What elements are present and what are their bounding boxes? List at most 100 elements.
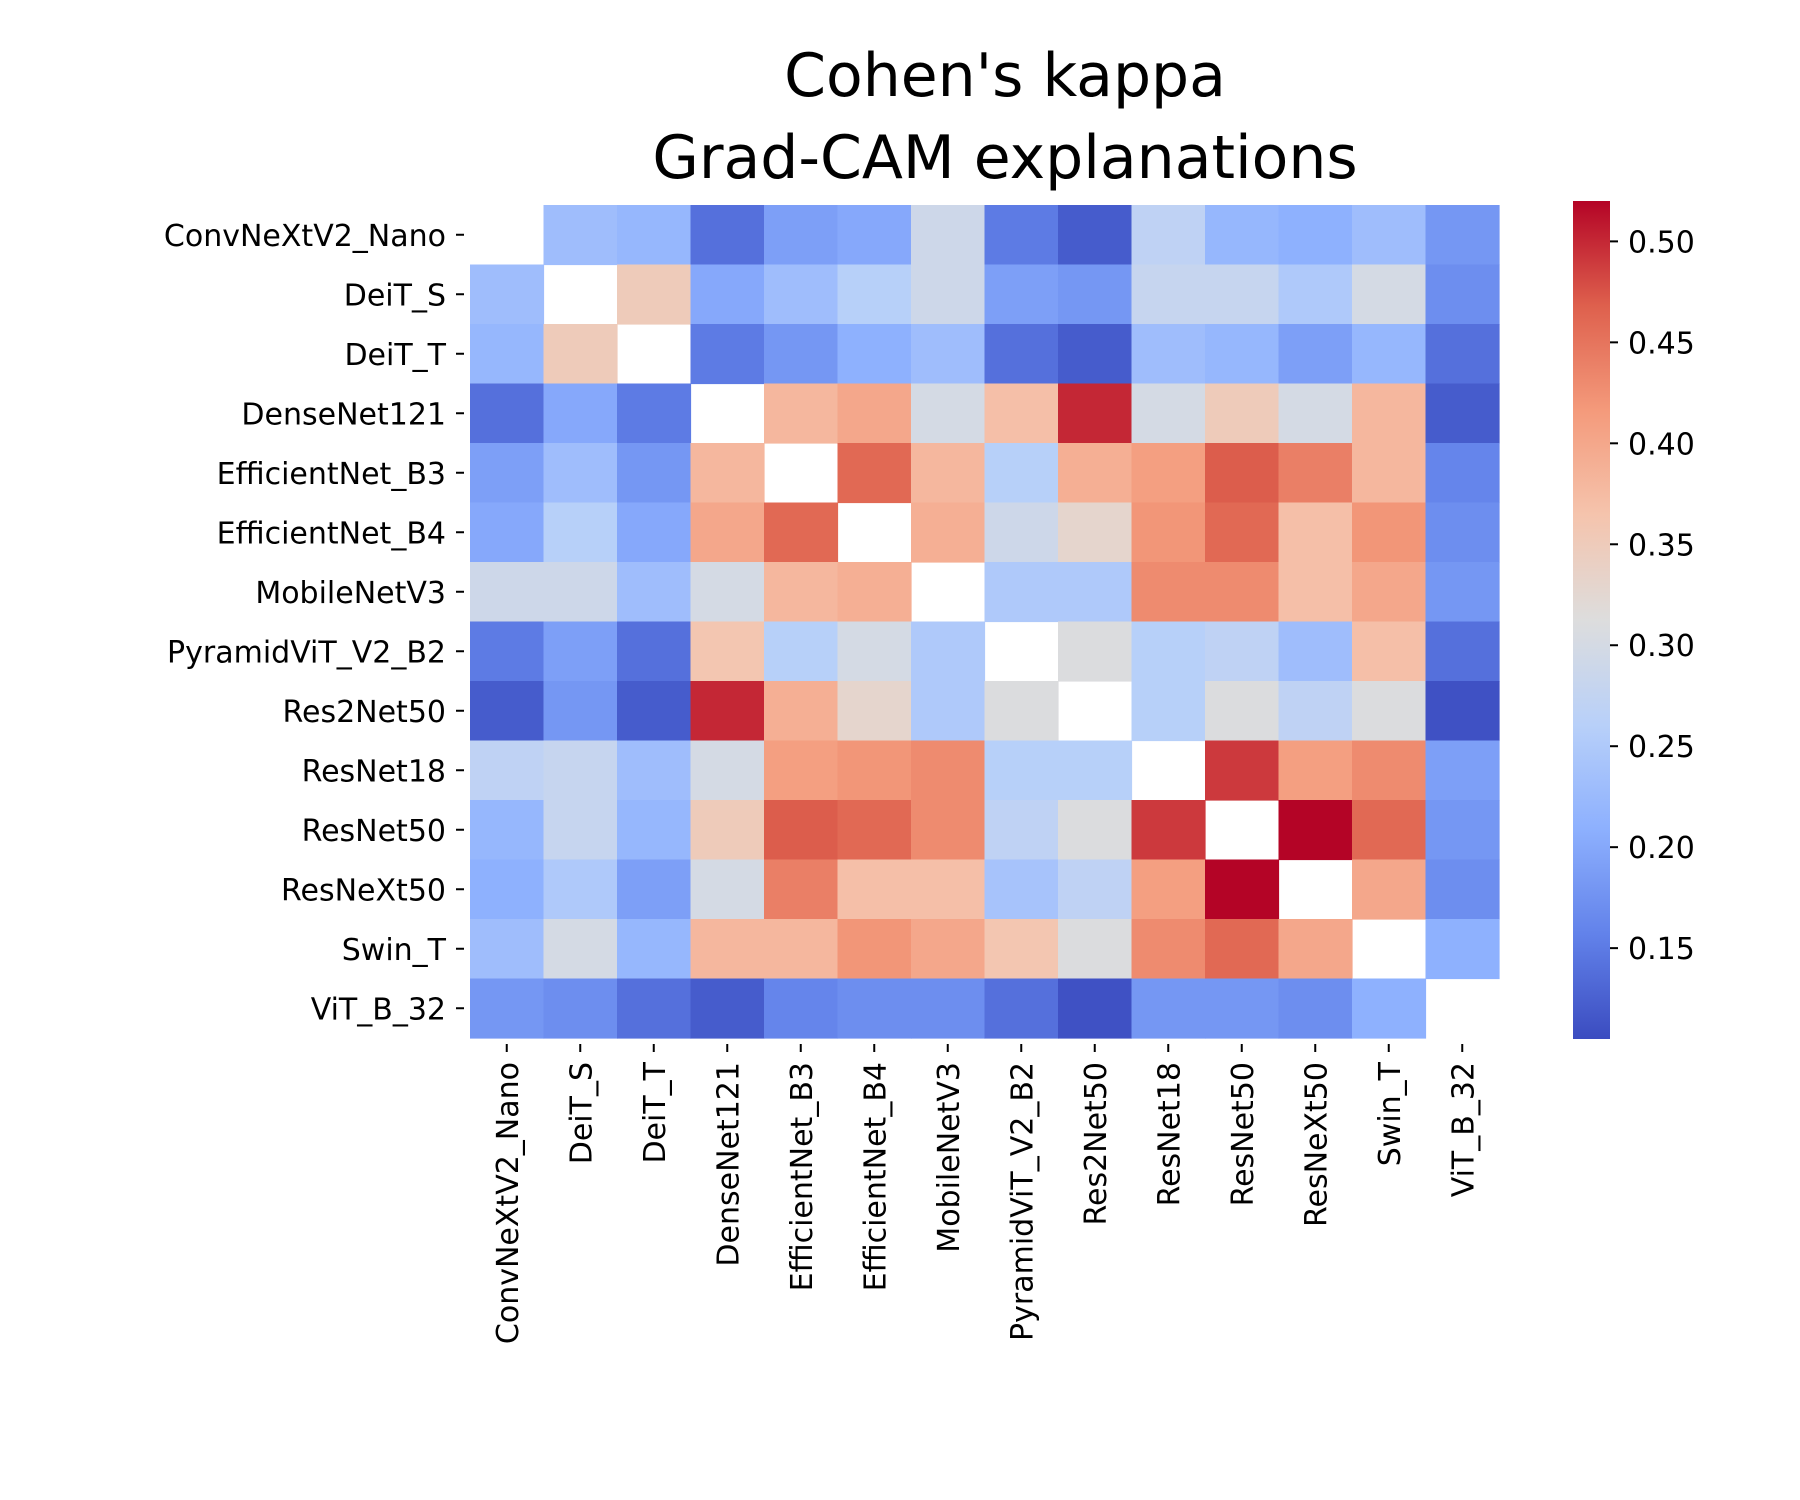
heatmap-cell — [690, 502, 765, 563]
heatmap-cell — [1425, 919, 1500, 980]
y-tick-label: ConvNeXtV2_Nano — [164, 219, 446, 254]
heatmap-cell — [764, 621, 839, 682]
heatmap-cell — [764, 681, 839, 742]
heatmap-cell — [1205, 859, 1280, 920]
heatmap-cell — [1058, 443, 1133, 504]
heatmap-cell — [1425, 383, 1500, 444]
heatmap-cell — [1278, 502, 1353, 563]
heatmap-cell — [690, 919, 765, 980]
y-tick-label: MobileNetV3 — [255, 576, 446, 611]
heatmap-cell — [837, 681, 912, 742]
heatmap-cell — [1352, 383, 1427, 444]
heatmap-cell — [1131, 800, 1206, 861]
heatmap-cell — [764, 740, 839, 801]
heatmap-cell — [543, 978, 618, 1039]
heatmap-cell — [764, 859, 839, 920]
heatmap-cell — [1278, 562, 1353, 623]
heatmap-cell — [837, 919, 912, 980]
heatmap-cell — [543, 681, 618, 742]
heatmap-cell — [617, 502, 692, 563]
y-tick-label: EfficientNet_B4 — [217, 516, 446, 551]
heatmap-cell — [764, 502, 839, 563]
heatmap-cell — [1058, 978, 1133, 1039]
heatmap-cell — [1352, 978, 1427, 1039]
heatmap-cell — [1352, 621, 1427, 682]
heatmap-cell — [837, 562, 912, 623]
heatmap-cell — [1131, 562, 1206, 623]
heatmap-cell — [1425, 502, 1500, 563]
heatmap-cell — [690, 264, 765, 325]
y-tick-label: ResNet18 — [302, 754, 446, 789]
heatmap-cell — [1205, 324, 1280, 385]
heatmap-cell — [690, 324, 765, 385]
heatmap-cell — [1131, 919, 1206, 980]
heatmap-cell — [617, 205, 692, 266]
heatmap-cell — [1278, 324, 1353, 385]
heatmap-cell — [764, 919, 839, 980]
heatmap-cell — [1058, 324, 1133, 385]
heatmap-cell — [1352, 502, 1427, 563]
heatmap-cell — [1278, 621, 1353, 682]
chart-subtitle: Grad-CAM explanations — [652, 123, 1357, 193]
heatmap-cell — [911, 919, 986, 980]
heatmap-cell — [1278, 800, 1353, 861]
heatmap-cell — [764, 562, 839, 623]
heatmap-cell — [470, 383, 545, 444]
x-tick-label: PyramidViT_V2_B2 — [1005, 1062, 1040, 1341]
heatmap-cell — [617, 562, 692, 623]
heatmap-cell — [617, 978, 692, 1039]
heatmap-cell — [984, 562, 1059, 623]
heatmap-cell — [1352, 800, 1427, 861]
heatmap-cell — [1205, 621, 1280, 682]
heatmap-cell — [837, 621, 912, 682]
heatmap-cell — [984, 919, 1059, 980]
heatmap-cell — [1352, 443, 1427, 504]
heatmap-cell — [911, 621, 986, 682]
colorbar-tick-label: 0.20 — [1628, 831, 1695, 866]
heatmap-cell — [1352, 324, 1427, 385]
heatmap-cell — [911, 443, 986, 504]
heatmap-cell — [1205, 205, 1280, 266]
heatmap-cell — [1205, 383, 1280, 444]
y-tick-label: DeiT_T — [344, 338, 446, 373]
heatmap-cell — [690, 978, 765, 1039]
heatmap-cell — [1425, 681, 1500, 742]
heatmap-cell — [984, 800, 1059, 861]
x-tick-label: DeiT_S — [564, 1062, 599, 1164]
heatmap-cell — [617, 383, 692, 444]
heatmap-cell — [837, 324, 912, 385]
heatmap-cell — [1278, 264, 1353, 325]
colorbar-gradient — [1573, 201, 1610, 1039]
heatmap-cell — [1425, 443, 1500, 504]
heatmap-cell — [470, 621, 545, 682]
heatmap-cell — [470, 859, 545, 920]
heatmap-cell — [617, 919, 692, 980]
heatmap-cell — [617, 740, 692, 801]
heatmap-cell — [1058, 383, 1133, 444]
heatmap-cell — [1425, 800, 1500, 861]
heatmap-cell — [690, 562, 765, 623]
heatmap-cell — [690, 800, 765, 861]
heatmap-cell — [764, 383, 839, 444]
heatmap-cell — [1058, 919, 1133, 980]
heatmap-cell — [984, 859, 1059, 920]
heatmap-cell — [984, 978, 1059, 1039]
heatmap-cell — [1131, 264, 1206, 325]
x-tick-label: EfficientNet_B4 — [858, 1062, 893, 1291]
y-tick-label: PyramidViT_V2_B2 — [167, 635, 446, 670]
y-tick-label: EfficientNet_B3 — [217, 457, 446, 492]
heatmap-cell — [543, 324, 618, 385]
x-tick-label: ResNet50 — [1226, 1062, 1261, 1206]
x-tick-label: ConvNeXtV2_Nano — [491, 1062, 526, 1344]
heatmap-cell — [837, 443, 912, 504]
heatmap-cell — [470, 562, 545, 623]
heatmap-cell — [1058, 264, 1133, 325]
heatmap-cell — [690, 443, 765, 504]
heatmap-cell — [690, 621, 765, 682]
y-axis: ConvNeXtV2_Nano DeiT_S DeiT_T DenseNet121 Ef… — [164, 219, 464, 1027]
heatmap-cell — [543, 383, 618, 444]
heatmap-cell — [837, 264, 912, 325]
colorbar-tick-label: 0.50 — [1628, 225, 1695, 260]
heatmap-cell — [1058, 205, 1133, 266]
heatmap-cell — [911, 681, 986, 742]
